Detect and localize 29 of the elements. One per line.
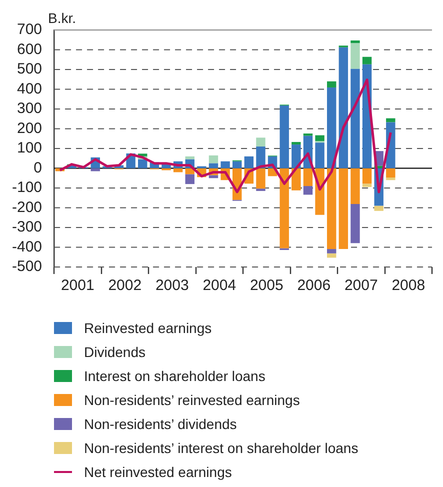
legend-label: Non-residents’ dividends	[84, 416, 237, 432]
x-tick-label: 2008	[392, 277, 426, 294]
y-tick-label: -200	[12, 198, 42, 216]
x-tick-label: 2005	[250, 277, 284, 294]
y-tick-label: 600	[16, 40, 42, 58]
x-tick-label: 2001	[60, 277, 94, 294]
y-axis-title: B.kr.	[48, 10, 76, 26]
legend-label: Reinvested earnings	[84, 320, 212, 336]
legend-label: Non-residents’ interest on shareholder loans	[84, 440, 358, 456]
legend-label: Interest on shareholder loans	[84, 368, 266, 384]
y-tick-label: -500	[12, 258, 42, 276]
x-tick-label: 2007	[344, 277, 378, 294]
y-tick-label: 100	[16, 140, 42, 157]
y-tick-label: 500	[16, 60, 42, 78]
legend-label: Dividends	[84, 344, 146, 360]
x-tick-label: 2006	[297, 277, 331, 294]
legend-label: Net reinvested earnings	[84, 464, 232, 480]
x-tick-label: 2004	[202, 277, 236, 294]
y-tick-label: -400	[12, 238, 42, 256]
y-tick-label: 200	[16, 120, 42, 137]
y-tick-label: 700	[16, 21, 42, 38]
legend-label: Non-residents’ reinvested earnings	[84, 392, 300, 408]
x-tick-label: 2003	[155, 277, 189, 294]
x-tick-label: 2002	[108, 277, 142, 294]
y-tick-label: -300	[12, 218, 42, 236]
y-tick-label: 300	[16, 100, 42, 118]
y-tick-label: -100	[12, 179, 42, 196]
y-tick-label: 0	[34, 159, 42, 176]
y-tick-label: 400	[16, 80, 42, 98]
